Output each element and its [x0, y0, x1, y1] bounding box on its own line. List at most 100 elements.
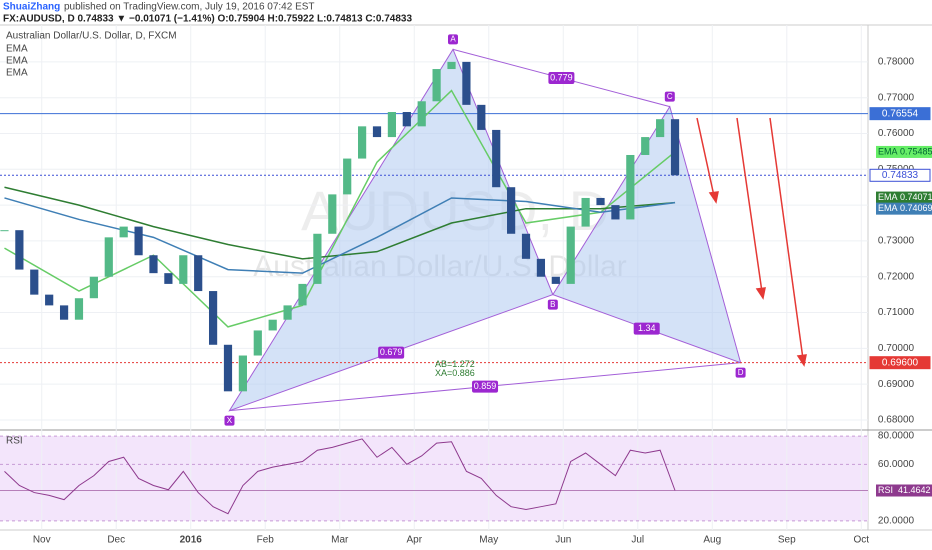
candle	[164, 273, 173, 284]
ema-tag	[876, 191, 932, 204]
candle	[134, 226, 143, 256]
pattern-point	[547, 299, 558, 310]
candle	[447, 61, 456, 70]
candle	[208, 291, 218, 345]
ratio-label: 0.779	[550, 72, 573, 82]
ema-tag-value: 0.74069	[900, 203, 932, 213]
candle	[670, 119, 680, 176]
candle	[268, 319, 277, 331]
level-label: 0.76554	[882, 108, 919, 119]
pattern-point	[664, 91, 675, 102]
candle	[581, 197, 590, 227]
candle	[596, 197, 605, 206]
candle	[119, 226, 128, 238]
rsi-tag	[876, 484, 932, 497]
candle	[656, 119, 665, 138]
legend: EMA	[6, 68, 28, 79]
level-tag	[869, 107, 931, 121]
arrows	[696, 117, 807, 367]
candle	[74, 298, 84, 320]
ratio-box	[633, 322, 660, 335]
candle	[641, 137, 650, 155]
candle	[626, 154, 635, 220]
ema-tag-name: EMA	[878, 192, 898, 202]
author: ShuaiZhang	[3, 2, 60, 13]
rsi-tag-name: RSI	[878, 485, 893, 495]
level-tag	[869, 356, 931, 370]
candle	[328, 194, 337, 234]
x-tick-label: Dec	[107, 535, 125, 546]
candle	[611, 205, 620, 220]
rsi-tick-label: 80.0000	[878, 431, 915, 442]
y-tick-label: 0.77000	[878, 92, 915, 103]
ratio-label: 0.859	[474, 381, 497, 391]
candle	[477, 104, 486, 130]
candle	[566, 226, 575, 284]
rsi-band	[0, 436, 868, 521]
candle	[0, 230, 9, 232]
candle	[89, 276, 98, 299]
candle	[313, 233, 322, 284]
candle	[238, 355, 247, 392]
candle	[432, 69, 441, 102]
pattern-note: AB=1.272	[435, 359, 475, 369]
pattern-point	[447, 34, 458, 45]
x-tick-label: Mar	[331, 535, 349, 546]
plot: Nov Dec 2016 Feb Mar Apr May Jun Jul Aug Sep Oct 0.6…	[0, 25, 932, 546]
rsi-tick-label: 20.0000	[878, 515, 915, 526]
candle	[59, 305, 69, 320]
candle	[343, 158, 352, 195]
candle	[298, 283, 307, 306]
x-tick-label: Feb	[257, 535, 275, 546]
ratio-box	[472, 380, 499, 393]
published: published on TradingView.com, July 19, 2…	[64, 2, 315, 13]
y-tick-label: 0.68000	[878, 415, 915, 426]
legend: EMA	[6, 56, 28, 67]
y-tick-label: 0.70000	[878, 343, 915, 354]
x-tick-label: Oct	[854, 535, 870, 546]
x-tick-label: Jun	[555, 535, 571, 546]
y-tick-label: 0.78000	[878, 57, 915, 68]
level-label: 0.69600	[882, 357, 919, 368]
candle	[387, 112, 397, 138]
candle	[283, 305, 292, 320]
candle	[179, 255, 188, 284]
candle	[45, 294, 54, 306]
candle	[417, 101, 426, 127]
pattern-point-label: D	[738, 368, 744, 377]
candle	[536, 258, 546, 277]
candle	[15, 230, 24, 270]
ema-line	[4, 197, 676, 274]
ratio-label: 1.34	[638, 323, 656, 333]
pattern-point	[735, 367, 746, 378]
ema-tag-value: 0.75485	[900, 146, 932, 156]
rsi-legend: RSI	[6, 436, 23, 447]
candle	[372, 126, 382, 138]
x-tick-label: 2016	[180, 535, 203, 546]
level-tag	[869, 168, 931, 182]
pattern-point-label: B	[550, 300, 555, 309]
candle	[492, 129, 501, 188]
ema-tag-name: EMA	[878, 146, 898, 156]
x-tick-label: Sep	[778, 535, 796, 546]
ema-tag-value: 0.74071	[900, 192, 932, 202]
ema-tag-name: EMA	[878, 203, 898, 213]
pattern-point-label: X	[227, 416, 233, 425]
ema-tag	[876, 202, 932, 215]
candle	[194, 255, 203, 292]
x-tick-label: Apr	[406, 535, 422, 546]
ema-tag	[876, 145, 932, 158]
candle	[30, 269, 39, 295]
candle	[104, 237, 113, 277]
candle	[253, 330, 262, 356]
symbol-info: FX:AUDUSD, D 0.74833 ▼ −0.01071 (−1.41%)…	[3, 14, 412, 25]
pattern-note: XA=0.886	[435, 368, 475, 378]
rsi-line	[4, 438, 676, 515]
legend: Australian Dollar/U.S. Dollar, D, FXCM	[6, 31, 177, 42]
level-label: 0.74833	[882, 170, 919, 181]
x-tick-label: Jul	[631, 535, 644, 546]
candle	[149, 255, 158, 274]
pattern-point	[224, 415, 235, 426]
ratio-label: 0.679	[380, 347, 403, 357]
